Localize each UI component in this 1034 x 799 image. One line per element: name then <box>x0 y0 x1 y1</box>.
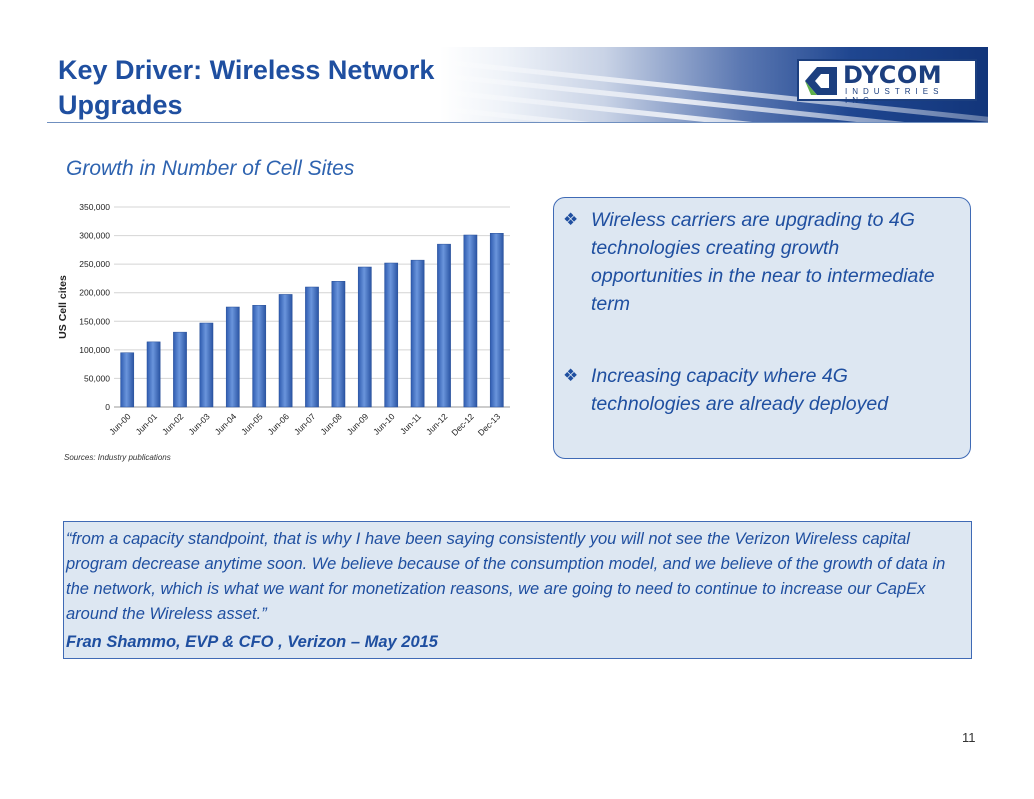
y-axis-title: US Cell cites <box>57 275 69 339</box>
y-tick-label: 250,000 <box>79 259 110 269</box>
page-title-line-2: Upgrades <box>58 90 183 120</box>
company-logo: DYCOM INDUSTRIES INC. <box>797 59 977 105</box>
x-tick-label: Dec-13 <box>476 411 503 438</box>
source-note: Sources: Industry publications <box>64 453 171 462</box>
x-tick-label: Jun-00 <box>107 411 133 437</box>
logo-subtitle: INDUSTRIES INC. <box>845 87 944 105</box>
bar-jun-09 <box>357 266 372 408</box>
key-point-item: ❖ Wireless carriers are upgrading to 4G … <box>563 206 950 318</box>
x-tick-label: Jun-07 <box>292 411 318 437</box>
bar-dec-12 <box>463 234 478 408</box>
bar-jun-10 <box>384 262 399 408</box>
y-tick-label: 100,000 <box>79 345 110 355</box>
key-point-text: Wireless carriers are upgrading to 4G te… <box>591 209 935 315</box>
quote-box: “from a capacity standpoint, that is why… <box>63 521 972 659</box>
page-title-line-1: Key Driver: Wireless Network <box>58 55 435 85</box>
logo-wordmark: DYCOM <box>843 61 943 89</box>
x-tick-label: Jun-06 <box>266 411 292 437</box>
bar-dec-13 <box>489 233 504 408</box>
bar-jun-06 <box>278 294 293 408</box>
x-tick-label: Jun-09 <box>345 411 371 437</box>
x-tick-label: Jun-08 <box>318 411 344 437</box>
bar-jun-04 <box>225 306 240 408</box>
x-tick-label: Jun-01 <box>134 411 160 437</box>
y-tick-label: 350,000 <box>79 202 110 212</box>
y-tick-label: 300,000 <box>79 231 110 241</box>
y-tick-label: 50,000 <box>84 373 110 383</box>
chart-title: Growth in Number of Cell Sites <box>66 157 355 180</box>
cell-sites-bar-chart: 0 50,000 100,000 150,000 200,000 250,000 300,0… <box>57 202 510 438</box>
key-point-text: Increasing capacity where 4G technologie… <box>591 365 889 415</box>
x-tick-label: Jun-04 <box>213 411 239 437</box>
bar-jun-00 <box>120 352 135 408</box>
bar-jun-01 <box>146 341 161 408</box>
bar-jun-03 <box>199 322 214 408</box>
bar-jun-07 <box>305 286 319 408</box>
x-tick-label: Jun-02 <box>160 411 186 437</box>
y-tick-label: 150,000 <box>79 316 110 326</box>
x-tick-label: Jun-12 <box>424 411 450 437</box>
bar-jun-08 <box>331 281 346 408</box>
bar-jun-05 <box>252 305 267 408</box>
dycom-logo-icon <box>805 67 837 95</box>
y-tick-label: 0 <box>105 402 110 412</box>
quote-text: “from a capacity standpoint, that is why… <box>66 530 946 623</box>
y-tick-label: 200,000 <box>79 288 110 298</box>
x-tick-label: Jun-11 <box>398 411 423 436</box>
x-tick-label: Jun-05 <box>239 411 265 437</box>
x-tick-label: Jun-03 <box>186 411 212 437</box>
diamond-bullet-icon: ❖ <box>563 210 579 229</box>
bar-jun-12 <box>437 243 451 408</box>
title-divider <box>47 122 988 123</box>
page-number: 11 <box>962 730 976 745</box>
x-tick-label: Dec-12 <box>449 411 476 438</box>
key-point-item: ❖ Increasing capacity where 4G technolog… <box>563 362 950 418</box>
bar-jun-02 <box>173 331 187 408</box>
key-points-list: ❖ Wireless carriers are upgrading to 4G … <box>563 206 950 418</box>
page-title: Key Driver: Wireless Network Upgrades <box>58 53 434 123</box>
diamond-bullet-icon: ❖ <box>563 366 579 385</box>
bar-jun-11 <box>410 259 425 408</box>
quote-attribution: Fran Shammo, EVP & CFO , Verizon – May 2… <box>66 633 438 651</box>
x-tick-label: Jun-10 <box>371 411 397 437</box>
key-points-callout: ❖ Wireless carriers are upgrading to 4G … <box>553 197 971 459</box>
